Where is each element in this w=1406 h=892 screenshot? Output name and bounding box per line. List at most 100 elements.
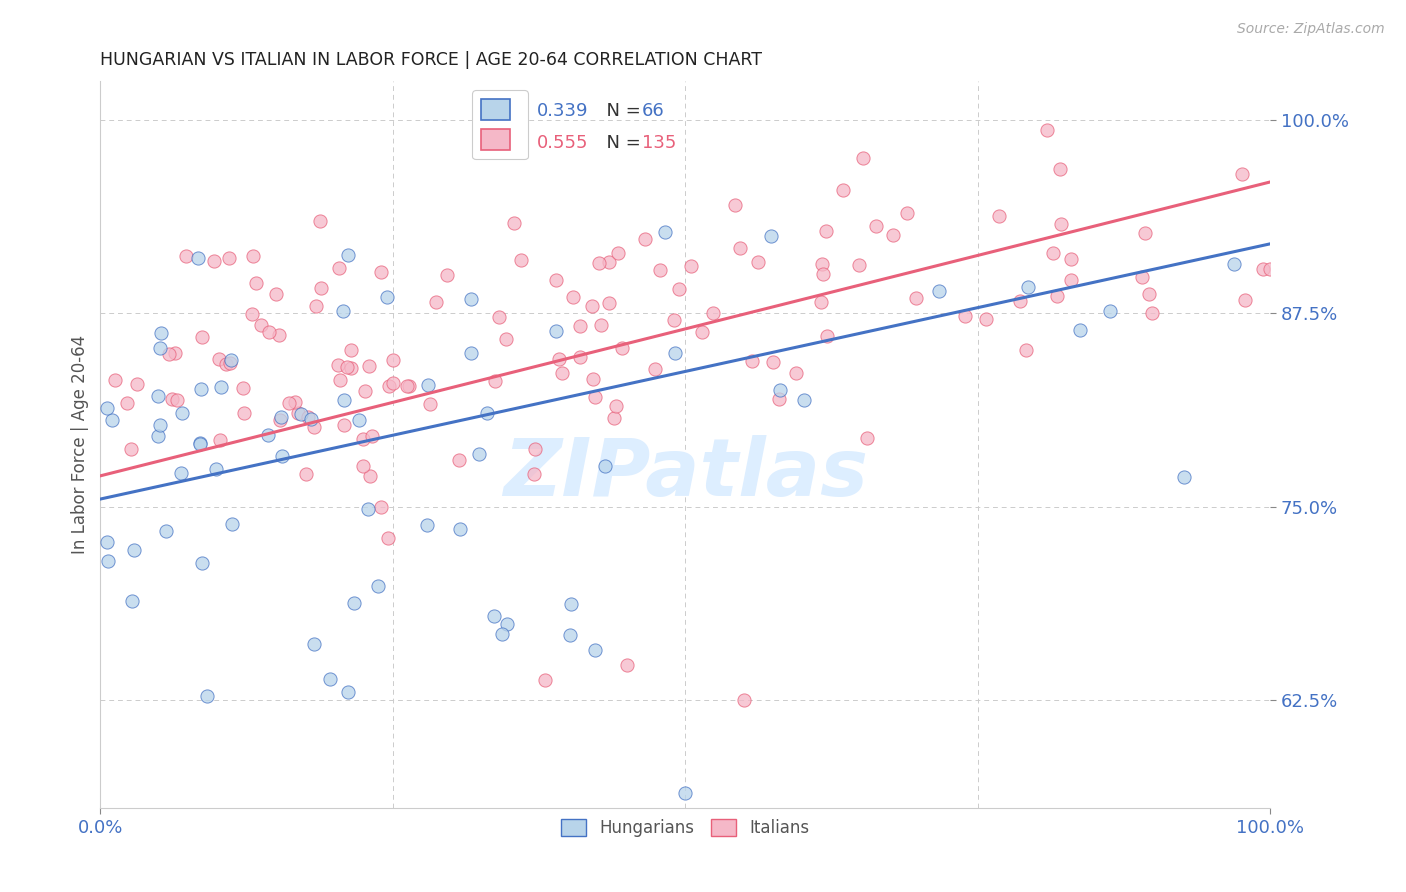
Point [1173,470,1195,484]
Point [359,469,381,483]
Point [1130,269,1153,284]
Point [1233,293,1256,308]
Point [582,371,605,385]
Point [257,325,280,339]
Point [340,343,363,357]
Text: R =: R = [492,103,531,120]
Point [482,609,505,624]
Point [287,406,309,420]
Point [425,295,447,310]
Point [218,251,240,265]
Point [232,406,254,420]
Point [551,366,574,380]
Point [484,374,506,388]
Point [146,429,169,443]
Point [359,359,381,374]
Point [733,693,755,707]
Point [416,517,439,532]
Point [449,453,471,467]
Point [523,467,546,482]
Point [1230,168,1253,182]
Point [266,287,288,301]
Point [673,786,696,800]
Point [588,255,610,269]
Point [232,381,254,395]
Point [654,225,676,239]
Point [612,341,634,355]
Point [166,392,188,407]
Point [467,447,489,461]
Point [197,690,219,704]
Point [1017,280,1039,294]
Point [741,354,763,368]
Point [188,436,211,450]
Point [370,265,392,279]
Text: 66: 66 [641,103,665,120]
Point [593,459,616,474]
Point [616,657,638,672]
Point [523,442,546,457]
Point [250,318,273,333]
Point [560,597,582,611]
Point [1015,343,1038,357]
Point [598,255,620,269]
Point [644,361,666,376]
Point [583,643,606,657]
Point [865,219,887,234]
Point [747,254,769,268]
Point [1258,261,1281,276]
Point [681,259,703,273]
Point [333,392,356,407]
Point [769,383,792,397]
Point [352,432,374,446]
Point [342,596,364,610]
Point [928,284,950,298]
Text: Source: ZipAtlas.com: Source: ZipAtlas.com [1237,22,1385,37]
Point [245,276,267,290]
Point [256,428,278,442]
Point [219,352,242,367]
Point [496,616,519,631]
Point [96,401,118,415]
Point [191,556,214,570]
Point [987,209,1010,223]
Point [148,341,170,355]
Point [270,410,292,425]
Text: 0.339: 0.339 [537,103,588,120]
Point [1035,122,1057,136]
Text: HUNGARIAN VS ITALIAN IN LABOR FORCE | AGE 20-64 CORRELATION CHART: HUNGARIAN VS ITALIAN IN LABOR FORCE | AG… [100,51,762,69]
Point [811,258,834,272]
Point [668,282,690,296]
Point [103,373,125,387]
Point [569,351,592,365]
Point [502,216,524,230]
Point [202,254,225,268]
Point [488,310,510,324]
Point [297,410,319,425]
Point [221,516,243,531]
Point [269,413,291,427]
Point [329,373,352,387]
Point [242,249,264,263]
Point [219,356,242,370]
Point [815,329,838,343]
Point [650,263,672,277]
Point [302,420,325,434]
Point [953,309,976,323]
Point [1069,323,1091,337]
Point [692,325,714,339]
Point [121,594,143,608]
Point [1133,226,1156,240]
Point [155,524,177,538]
Point [308,214,330,228]
Point [761,229,783,244]
Point [339,361,361,376]
Point [209,380,232,394]
Point [96,553,118,567]
Point [375,289,398,303]
Point [724,198,747,212]
Point [768,392,790,407]
Legend: Hungarians, Italians: Hungarians, Italians [554,813,817,844]
Point [662,313,685,327]
Point [278,396,301,410]
